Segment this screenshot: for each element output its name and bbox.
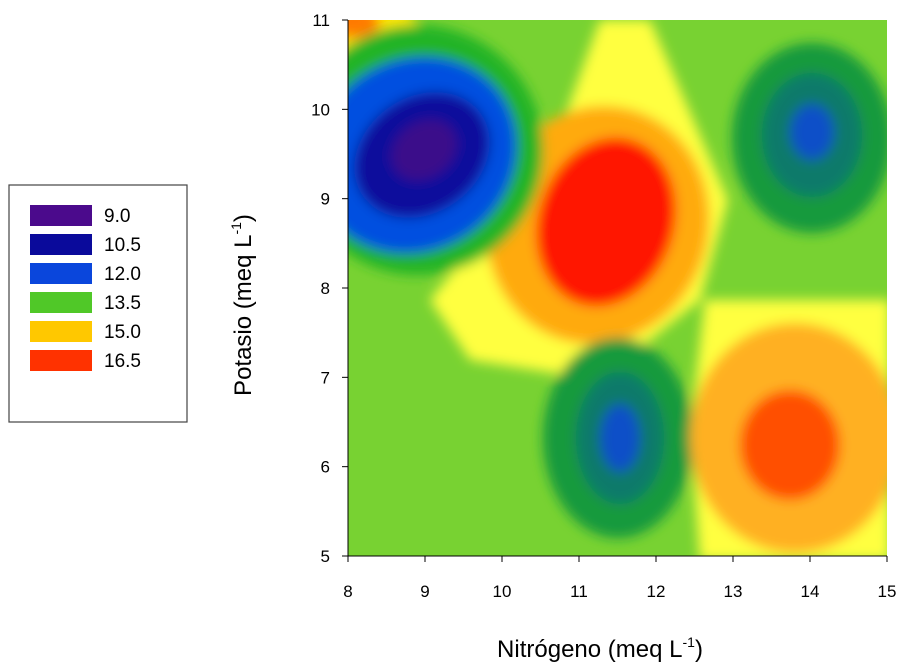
y-tick-label: 11 <box>312 11 330 30</box>
y-axis-title: Potasio (meq L-1) <box>228 214 257 396</box>
legend-label: 10.5 <box>104 235 141 256</box>
contour-high-bottomright-core <box>740 390 840 500</box>
legend-label: 9.0 <box>104 206 130 227</box>
legend-swatch <box>30 350 92 371</box>
legend-swatch <box>30 205 92 226</box>
contour-ridge-red <box>536 137 676 307</box>
x-tick-label: 11 <box>570 582 588 601</box>
contour-low-topright-core <box>790 104 834 160</box>
y-tick-label: 9 <box>321 190 330 209</box>
x-axis-title: Nitrógeno (meq L-1) <box>497 634 703 663</box>
legend-label: 12.0 <box>104 264 141 285</box>
contour-low-bottom-core <box>600 404 640 472</box>
contour-low-topleft-core <box>391 119 457 181</box>
y-axis-ticks: 5 6 7 8 9 10 11 <box>311 11 348 566</box>
x-tick-label: 12 <box>647 582 666 601</box>
x-tick-label: 14 <box>801 582 820 601</box>
y-tick-label: 5 <box>321 547 330 566</box>
x-tick-label: 8 <box>343 582 352 601</box>
y-tick-label: 6 <box>321 458 330 477</box>
legend-label: 16.5 <box>104 351 141 372</box>
x-axis-ticks: 8 9 10 11 12 13 14 15 <box>343 556 896 601</box>
legend-label: 13.5 <box>104 293 141 314</box>
x-tick-label: 13 <box>724 582 743 601</box>
y-tick-label: 10 <box>311 100 330 119</box>
legend-swatch <box>30 234 92 255</box>
legend-swatch <box>30 263 92 284</box>
y-tick-label: 7 <box>321 368 330 387</box>
legend: 9.0 10.5 12.0 13.5 15.0 16.5 <box>8 184 188 423</box>
contour-peak-corner-core <box>348 20 380 38</box>
legend-swatch <box>30 292 92 313</box>
y-tick-label: 8 <box>321 279 330 298</box>
x-tick-label: 15 <box>878 582 897 601</box>
legend-label: 15.0 <box>104 322 141 343</box>
plot-area <box>347 20 887 557</box>
legend-swatch <box>30 321 92 342</box>
x-tick-label: 10 <box>493 582 512 601</box>
contour-field <box>348 20 887 556</box>
x-tick-label: 9 <box>420 582 429 601</box>
